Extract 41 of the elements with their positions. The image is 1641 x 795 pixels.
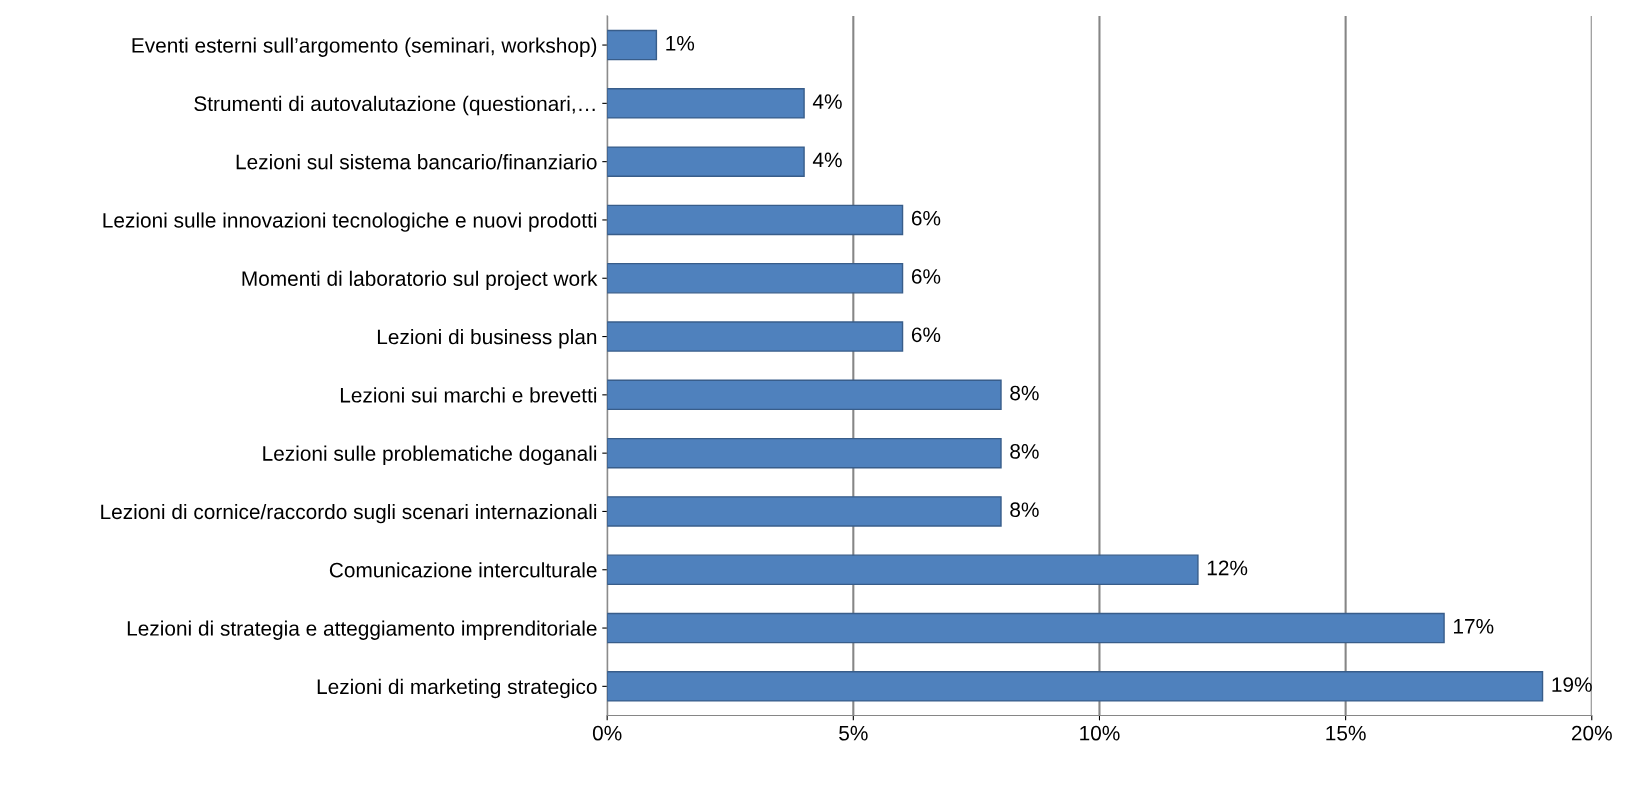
data-label: 4% [812, 152, 842, 168]
data-label: 17% [1454, 618, 1494, 634]
bar [607, 379, 1002, 411]
data-label: 6% [911, 210, 941, 226]
y-tick-label: Strumenti di autovalutazione (questionari,… [194, 95, 595, 116]
y-tick-label: Lezioni sui marchi e brevetti [340, 387, 597, 403]
bar [607, 554, 1199, 586]
x-tick-label: 5% [839, 725, 868, 741]
data-label: 8% [1010, 502, 1039, 518]
y-tick-label: Lezioni sulle problematiche doganali [263, 445, 597, 466]
bar [607, 262, 904, 294]
data-label: 1% [666, 35, 695, 51]
data-label: 8% [1010, 443, 1039, 459]
bar [607, 671, 1544, 702]
y-tick-label: Lezioni di cornice/raccordo sugli scenari internazionali [101, 503, 597, 524]
bar [607, 88, 805, 119]
y-tick-label: Eventi esterni sull’argomento (seminari, workshop) [132, 37, 597, 57]
y-tick-label: Lezioni di business plan [377, 329, 597, 349]
x-tick-label: 20% [1571, 725, 1612, 741]
data-label: 6% [911, 327, 941, 343]
bar [607, 612, 1445, 644]
x-tick-label: 0% [592, 725, 622, 741]
y-tick-label: Lezioni sul sistema bancario/finanziario [236, 154, 597, 170]
x-tick-label: 10% [1080, 725, 1120, 741]
bar [607, 29, 658, 61]
data-label: 19% [1552, 677, 1592, 692]
bar [607, 437, 1002, 469]
data-label: 6% [911, 269, 941, 284]
bar [607, 496, 1002, 527]
bar [607, 146, 805, 177]
data-label: 8% [1010, 385, 1039, 401]
y-tick-label: Momenti di laboratorio sul project work [242, 270, 598, 291]
y-tick-label: Lezioni di strategia e atteggiamento imprenditoriale [127, 620, 597, 640]
y-tick-label: Comunicazione interculturale [329, 562, 597, 578]
y-tick-label: Lezioni di marketing strategico [317, 678, 597, 699]
data-label: 12% [1207, 560, 1248, 576]
y-tick-label: Lezioni sulle innovazioni tecnologiche e nuovi prodotti [103, 212, 597, 232]
x-tick-label: 15% [1326, 725, 1366, 741]
data-label: 4% [812, 94, 842, 109]
bar [607, 321, 904, 352]
bar [607, 204, 904, 236]
